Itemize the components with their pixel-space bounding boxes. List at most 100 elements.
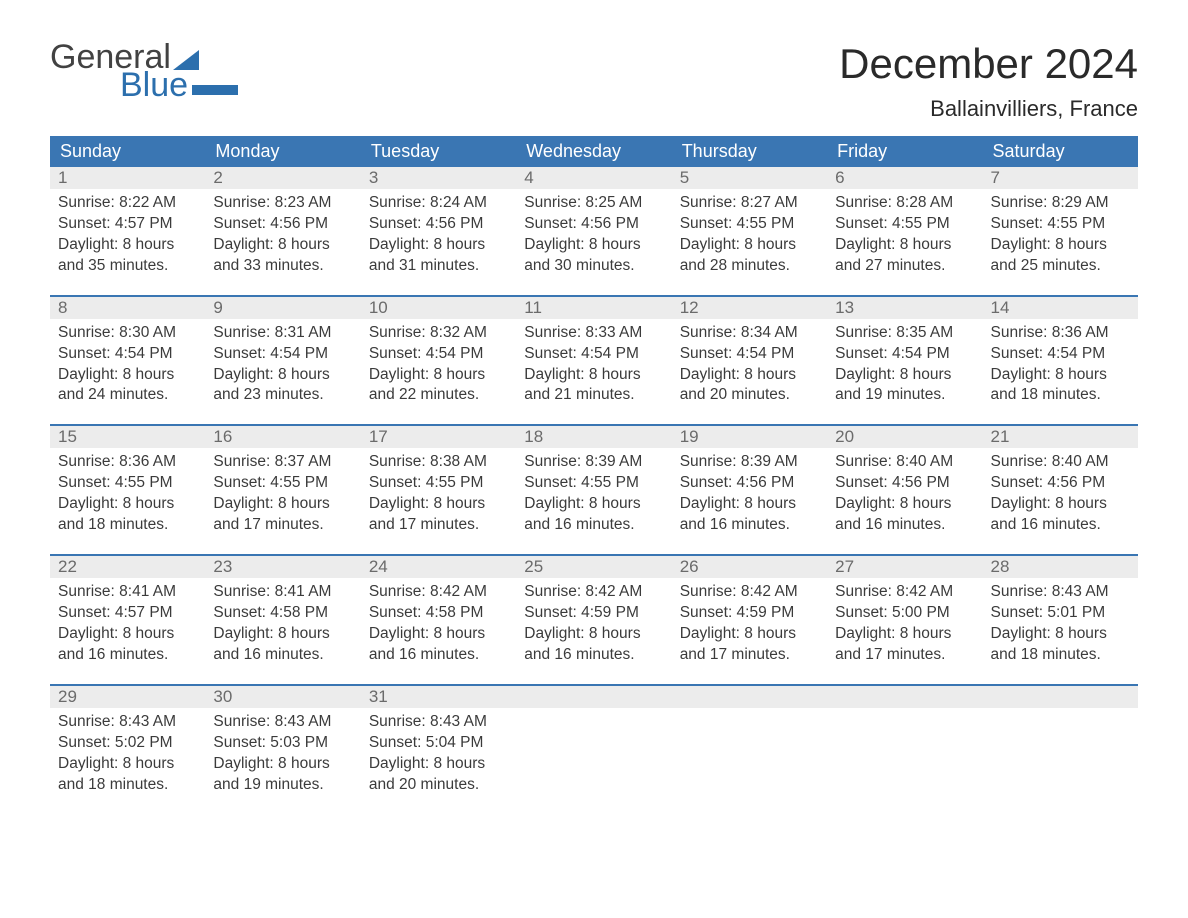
day-number: 27 bbox=[827, 556, 982, 578]
day-body-row: Sunrise: 8:43 AMSunset: 5:02 PMDaylight:… bbox=[50, 708, 1138, 796]
day-number: 5 bbox=[672, 167, 827, 189]
weekday-header: Friday bbox=[827, 136, 982, 167]
daylight-text: Daylight: 8 hours bbox=[213, 754, 352, 775]
daylight-text: and 16 minutes. bbox=[991, 515, 1130, 536]
sunrise-text: Sunrise: 8:38 AM bbox=[369, 452, 508, 473]
daylight-text: Daylight: 8 hours bbox=[369, 365, 508, 386]
sunrise-text: Sunrise: 8:37 AM bbox=[213, 452, 352, 473]
weekday-header: Wednesday bbox=[516, 136, 671, 167]
day-number: 16 bbox=[205, 426, 360, 448]
day-cell: Sunrise: 8:40 AMSunset: 4:56 PMDaylight:… bbox=[827, 448, 982, 536]
day-number: 11 bbox=[516, 297, 671, 319]
day-cell: Sunrise: 8:30 AMSunset: 4:54 PMDaylight:… bbox=[50, 319, 205, 407]
sunset-text: Sunset: 4:57 PM bbox=[58, 214, 197, 235]
day-cell: Sunrise: 8:42 AMSunset: 4:58 PMDaylight:… bbox=[361, 578, 516, 666]
day-cell: Sunrise: 8:38 AMSunset: 4:55 PMDaylight:… bbox=[361, 448, 516, 536]
daylight-text: and 20 minutes. bbox=[680, 385, 819, 406]
sunrise-text: Sunrise: 8:31 AM bbox=[213, 323, 352, 344]
sunset-text: Sunset: 4:56 PM bbox=[835, 473, 974, 494]
day-number: 12 bbox=[672, 297, 827, 319]
daylight-text: and 19 minutes. bbox=[835, 385, 974, 406]
day-number: 20 bbox=[827, 426, 982, 448]
sunset-text: Sunset: 5:00 PM bbox=[835, 603, 974, 624]
sunset-text: Sunset: 4:56 PM bbox=[524, 214, 663, 235]
day-number: 24 bbox=[361, 556, 516, 578]
daylight-text: Daylight: 8 hours bbox=[369, 624, 508, 645]
day-cell: Sunrise: 8:31 AMSunset: 4:54 PMDaylight:… bbox=[205, 319, 360, 407]
sunrise-text: Sunrise: 8:22 AM bbox=[58, 193, 197, 214]
day-cell: Sunrise: 8:42 AMSunset: 4:59 PMDaylight:… bbox=[516, 578, 671, 666]
daylight-text: and 31 minutes. bbox=[369, 256, 508, 277]
daylight-text: Daylight: 8 hours bbox=[991, 624, 1130, 645]
day-number: 26 bbox=[672, 556, 827, 578]
sunrise-text: Sunrise: 8:41 AM bbox=[58, 582, 197, 603]
daylight-text: Daylight: 8 hours bbox=[991, 235, 1130, 256]
daylight-text: Daylight: 8 hours bbox=[58, 365, 197, 386]
sunset-text: Sunset: 4:54 PM bbox=[524, 344, 663, 365]
sunrise-text: Sunrise: 8:32 AM bbox=[369, 323, 508, 344]
daylight-text: and 17 minutes. bbox=[213, 515, 352, 536]
day-number: 17 bbox=[361, 426, 516, 448]
daylight-text: Daylight: 8 hours bbox=[58, 754, 197, 775]
calendar: Sunday Monday Tuesday Wednesday Thursday… bbox=[50, 136, 1138, 795]
day-number-row: 293031 bbox=[50, 686, 1138, 708]
day-number: 1 bbox=[50, 167, 205, 189]
daylight-text: and 16 minutes. bbox=[680, 515, 819, 536]
sunset-text: Sunset: 4:55 PM bbox=[58, 473, 197, 494]
sunset-text: Sunset: 4:56 PM bbox=[991, 473, 1130, 494]
logo-text-2: Blue bbox=[120, 68, 188, 102]
daylight-text: and 19 minutes. bbox=[213, 775, 352, 796]
sunset-text: Sunset: 4:54 PM bbox=[835, 344, 974, 365]
day-number bbox=[516, 686, 671, 708]
day-number: 7 bbox=[983, 167, 1138, 189]
day-cell: Sunrise: 8:33 AMSunset: 4:54 PMDaylight:… bbox=[516, 319, 671, 407]
weekday-header: Tuesday bbox=[361, 136, 516, 167]
day-number: 22 bbox=[50, 556, 205, 578]
weekday-header: Monday bbox=[205, 136, 360, 167]
daylight-text: and 22 minutes. bbox=[369, 385, 508, 406]
daylight-text: Daylight: 8 hours bbox=[991, 494, 1130, 515]
day-number bbox=[672, 686, 827, 708]
daylight-text: and 18 minutes. bbox=[58, 775, 197, 796]
daylight-text: Daylight: 8 hours bbox=[213, 235, 352, 256]
daylight-text: and 27 minutes. bbox=[835, 256, 974, 277]
day-cell: Sunrise: 8:42 AMSunset: 4:59 PMDaylight:… bbox=[672, 578, 827, 666]
sunrise-text: Sunrise: 8:43 AM bbox=[369, 712, 508, 733]
sunrise-text: Sunrise: 8:23 AM bbox=[213, 193, 352, 214]
sunrise-text: Sunrise: 8:25 AM bbox=[524, 193, 663, 214]
weekday-header: Sunday bbox=[50, 136, 205, 167]
sunset-text: Sunset: 4:58 PM bbox=[369, 603, 508, 624]
day-cell bbox=[672, 708, 827, 796]
sunset-text: Sunset: 4:56 PM bbox=[213, 214, 352, 235]
sunset-text: Sunset: 4:54 PM bbox=[680, 344, 819, 365]
day-cell: Sunrise: 8:34 AMSunset: 4:54 PMDaylight:… bbox=[672, 319, 827, 407]
sunset-text: Sunset: 4:55 PM bbox=[835, 214, 974, 235]
day-cell: Sunrise: 8:35 AMSunset: 4:54 PMDaylight:… bbox=[827, 319, 982, 407]
day-number: 13 bbox=[827, 297, 982, 319]
sunset-text: Sunset: 4:57 PM bbox=[58, 603, 197, 624]
daylight-text: Daylight: 8 hours bbox=[58, 235, 197, 256]
daylight-text: Daylight: 8 hours bbox=[991, 365, 1130, 386]
sunrise-text: Sunrise: 8:43 AM bbox=[991, 582, 1130, 603]
daylight-text: and 16 minutes. bbox=[213, 645, 352, 666]
month-title: December 2024 bbox=[839, 40, 1138, 88]
sunset-text: Sunset: 4:54 PM bbox=[213, 344, 352, 365]
sunset-text: Sunset: 4:54 PM bbox=[369, 344, 508, 365]
day-number: 25 bbox=[516, 556, 671, 578]
day-number-row: 891011121314 bbox=[50, 297, 1138, 319]
logo: General Blue bbox=[50, 40, 238, 102]
day-number: 21 bbox=[983, 426, 1138, 448]
weekday-header-row: Sunday Monday Tuesday Wednesday Thursday… bbox=[50, 136, 1138, 167]
day-cell: Sunrise: 8:24 AMSunset: 4:56 PMDaylight:… bbox=[361, 189, 516, 277]
daylight-text: and 16 minutes. bbox=[369, 645, 508, 666]
day-number: 8 bbox=[50, 297, 205, 319]
day-cell: Sunrise: 8:43 AMSunset: 5:03 PMDaylight:… bbox=[205, 708, 360, 796]
location-label: Ballainvilliers, France bbox=[839, 96, 1138, 122]
sunset-text: Sunset: 5:02 PM bbox=[58, 733, 197, 754]
daylight-text: Daylight: 8 hours bbox=[213, 365, 352, 386]
sunset-text: Sunset: 5:03 PM bbox=[213, 733, 352, 754]
day-cell: Sunrise: 8:25 AMSunset: 4:56 PMDaylight:… bbox=[516, 189, 671, 277]
day-body-row: Sunrise: 8:30 AMSunset: 4:54 PMDaylight:… bbox=[50, 319, 1138, 407]
daylight-text: and 18 minutes. bbox=[58, 515, 197, 536]
daylight-text: and 21 minutes. bbox=[524, 385, 663, 406]
